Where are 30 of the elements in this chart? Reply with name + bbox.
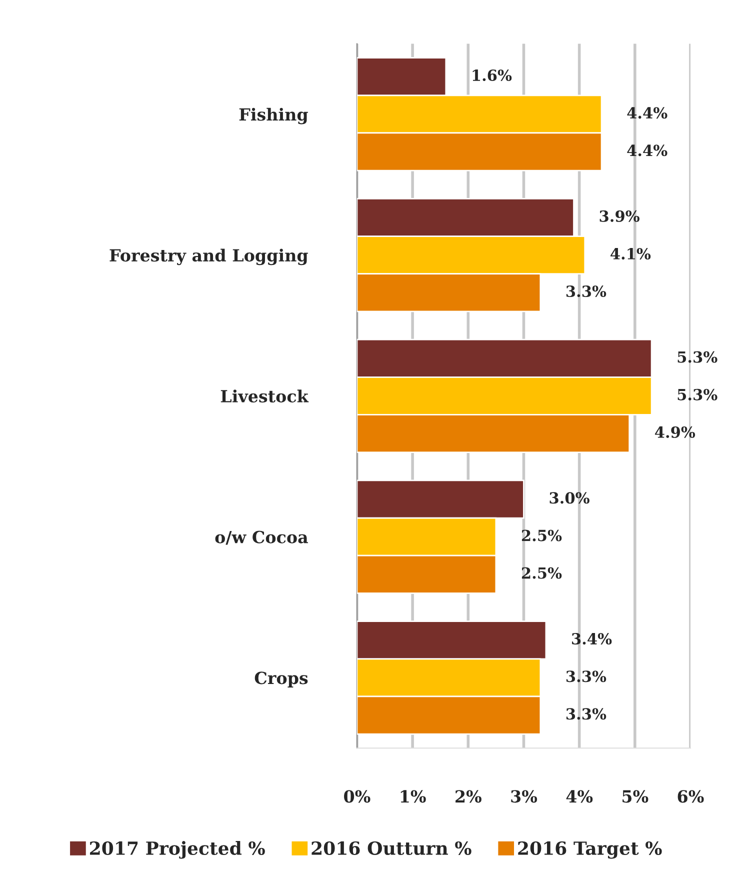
legend-label: 2017 Projected % (90, 841, 265, 859)
data-label: 1.6% (472, 70, 512, 82)
legend-label: 2016 Outturn % (312, 841, 472, 855)
x-tick-label: 3% (511, 790, 538, 803)
data-label: 4.4% (627, 107, 668, 119)
x-tick-label: 6% (678, 790, 704, 803)
y-tick-label: Forestry and Logging (110, 248, 308, 266)
data-label: 4.9% (654, 426, 696, 438)
x-tick-label: 5% (622, 790, 648, 803)
y-tick-label: Livestock (220, 390, 309, 403)
legend-label: 2016 Target % (518, 841, 662, 859)
data-label: 4.4% (627, 144, 668, 156)
y-tick-label: o/w Cocoa (215, 530, 308, 545)
data-label: 2.5% (522, 530, 562, 542)
x-tick-label: 4% (566, 790, 593, 803)
data-label: 3.3% (566, 670, 606, 682)
data-label: 5.3% (678, 351, 718, 363)
data-label: 3.0% (550, 492, 590, 504)
x-tick-label: 2% (456, 790, 482, 803)
x-tick-label: 1% (400, 790, 426, 803)
data-label: 4.1% (610, 248, 651, 260)
data-label: 2.5% (522, 567, 562, 579)
x-tick-label: 0% (344, 790, 370, 803)
y-tick-label: Fishing (239, 108, 308, 124)
data-label: 5.3% (678, 388, 718, 400)
data-label: 3.9% (600, 210, 640, 222)
data-label: 3.3% (566, 286, 606, 298)
data-label: 3.3% (566, 708, 606, 720)
y-tick-label: Crops (254, 672, 308, 688)
data-label: 3.4% (572, 633, 612, 645)
